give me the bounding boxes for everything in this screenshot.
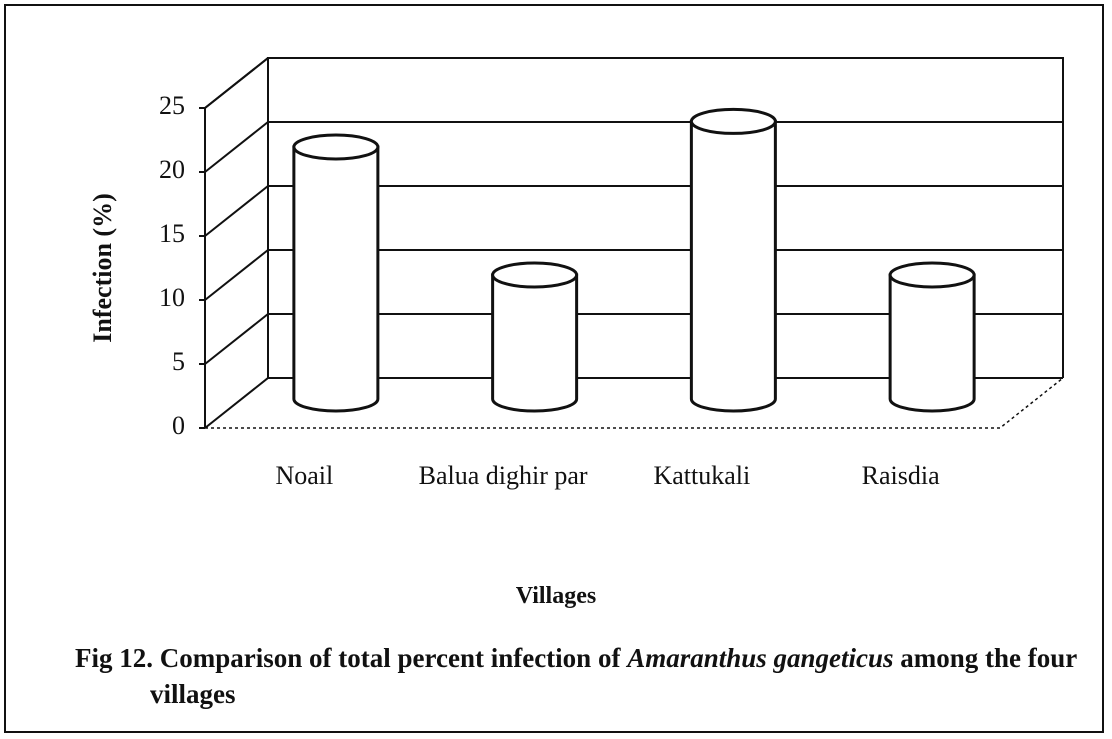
grid-line bbox=[204, 185, 1063, 237]
grid-line bbox=[204, 249, 1063, 301]
caption-text: Fig 12. Comparison of total percent infe… bbox=[75, 643, 628, 673]
cylinder-top bbox=[888, 261, 976, 289]
grid-line bbox=[204, 121, 1063, 173]
x-tick-label: Kattukali bbox=[653, 461, 751, 490]
y-tick-label: 5 bbox=[172, 347, 185, 376]
y-axis-title: Infection (%) bbox=[88, 193, 117, 342]
y-tick-label: 10 bbox=[159, 283, 185, 312]
y-tick-label: 0 bbox=[172, 411, 185, 440]
grid-line bbox=[204, 377, 1063, 429]
caption-text: among the four villages bbox=[150, 643, 1077, 709]
y-tick-label: 15 bbox=[159, 219, 185, 248]
cylinder-body bbox=[689, 119, 777, 413]
cylinder-body bbox=[491, 273, 579, 413]
x-tick-label: Noail bbox=[275, 461, 334, 490]
caption: Fig 12. Comparison of total percent infe… bbox=[75, 640, 1112, 712]
y-tick-label: 25 bbox=[159, 91, 185, 120]
grid-line bbox=[204, 313, 1063, 365]
x-tick-label: Balua dighir par bbox=[418, 461, 588, 490]
frame bbox=[4, 4, 1104, 733]
caption-species: Amaranthus gangeticus bbox=[627, 643, 894, 673]
cylinder-top bbox=[491, 261, 579, 289]
grid-line bbox=[204, 57, 1063, 109]
cylinder-body bbox=[292, 145, 380, 413]
cylinder-body bbox=[888, 273, 976, 413]
x-tick-label: Raisdia bbox=[861, 461, 940, 490]
cylinder-top bbox=[689, 107, 777, 135]
y-tick-label: 20 bbox=[159, 155, 185, 184]
cylinder-top bbox=[292, 133, 380, 161]
side-wall bbox=[204, 57, 269, 428]
x-axis-title: Villages bbox=[515, 583, 597, 609]
